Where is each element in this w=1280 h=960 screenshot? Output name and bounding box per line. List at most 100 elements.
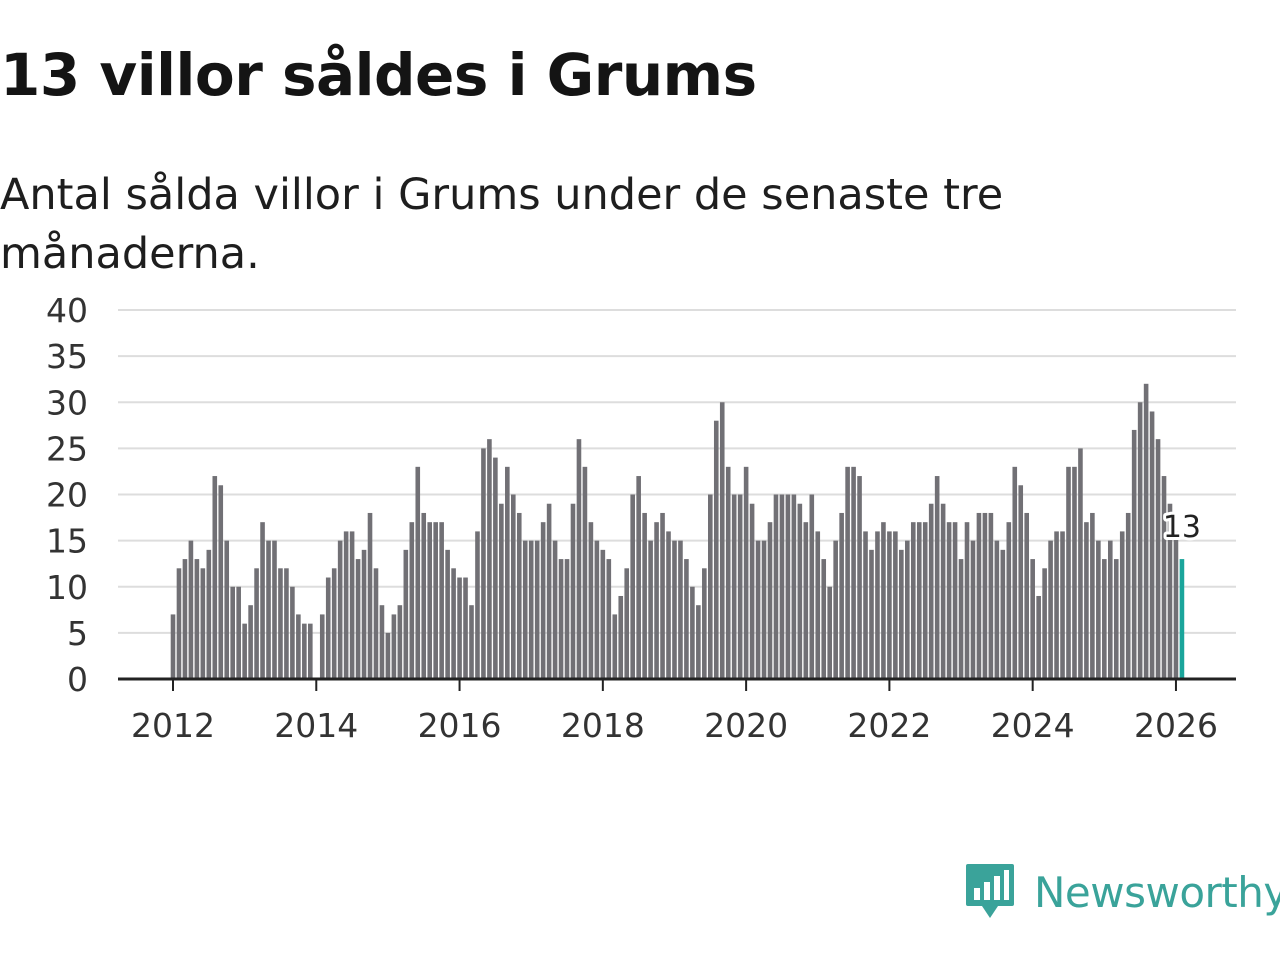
bar bbox=[1155, 439, 1161, 679]
bar bbox=[1030, 559, 1035, 679]
bar bbox=[636, 476, 641, 679]
y-tick-label: 30 bbox=[46, 383, 88, 422]
bar bbox=[713, 420, 719, 679]
bar bbox=[558, 559, 564, 679]
bar bbox=[361, 549, 367, 679]
x-tick-label: 2022 bbox=[847, 706, 931, 745]
bar bbox=[1024, 512, 1030, 679]
bar bbox=[194, 559, 200, 679]
bar bbox=[797, 503, 803, 679]
bar bbox=[809, 494, 815, 679]
bar bbox=[331, 568, 337, 679]
bar bbox=[200, 568, 206, 679]
y-tick-label: 0 bbox=[67, 660, 88, 699]
bar bbox=[355, 559, 361, 679]
bar bbox=[755, 540, 761, 680]
bar bbox=[863, 531, 868, 679]
x-tick-label: 2016 bbox=[418, 706, 502, 745]
bar bbox=[1161, 476, 1167, 679]
bar bbox=[1143, 383, 1149, 679]
bar bbox=[469, 605, 474, 679]
bar bbox=[176, 568, 182, 679]
bar bbox=[791, 494, 797, 679]
bar bbox=[397, 605, 403, 679]
bar bbox=[678, 540, 683, 680]
bar bbox=[815, 531, 821, 679]
bar bbox=[600, 549, 606, 679]
y-tick-label: 35 bbox=[46, 337, 88, 376]
bar bbox=[1173, 531, 1179, 679]
bar bbox=[988, 512, 994, 679]
bars bbox=[170, 383, 1185, 680]
bar bbox=[1066, 466, 1071, 679]
x-tick-label: 2018 bbox=[561, 706, 645, 745]
bar bbox=[272, 540, 277, 680]
bar bbox=[206, 549, 212, 679]
bar bbox=[749, 503, 755, 679]
bar bbox=[785, 494, 791, 679]
y-axis-ticks: 0 5 10 15 20 25 30 35 40 bbox=[46, 291, 88, 699]
bar bbox=[970, 540, 976, 680]
bar bbox=[254, 568, 259, 679]
bar bbox=[887, 531, 892, 679]
y-tick-label: 5 bbox=[67, 614, 88, 653]
bar bbox=[994, 540, 1000, 680]
newsworthy-brand: Newsworthy bbox=[964, 862, 1280, 922]
bar bbox=[684, 559, 689, 679]
y-tick-label: 15 bbox=[46, 522, 88, 561]
bar bbox=[893, 531, 898, 679]
bar bbox=[851, 466, 856, 679]
bar bbox=[1107, 540, 1113, 680]
bar bbox=[337, 540, 343, 680]
bar bbox=[1078, 448, 1083, 680]
bar bbox=[767, 522, 773, 679]
bar bbox=[660, 512, 665, 679]
bar bbox=[916, 522, 922, 679]
bar bbox=[403, 549, 409, 679]
bar bbox=[552, 540, 558, 680]
bar bbox=[690, 586, 695, 679]
bar bbox=[510, 494, 516, 679]
bar-highlight bbox=[1179, 559, 1185, 679]
bar bbox=[528, 540, 534, 680]
bar bbox=[391, 614, 397, 679]
bar bbox=[325, 577, 331, 679]
chart-title: 13 villor såldes i Grums bbox=[0, 41, 757, 109]
x-tick-label: 2026 bbox=[1134, 706, 1218, 745]
bar bbox=[505, 466, 510, 679]
bar bbox=[1060, 531, 1065, 679]
bar bbox=[499, 503, 504, 679]
bar bbox=[260, 522, 265, 679]
bar bbox=[940, 503, 946, 679]
bar bbox=[594, 540, 600, 680]
bar bbox=[1000, 549, 1006, 679]
x-tick-label: 2024 bbox=[991, 706, 1075, 745]
bar bbox=[1048, 540, 1053, 680]
bar bbox=[582, 466, 588, 679]
bar bbox=[248, 605, 253, 679]
brand-name: Newsworthy bbox=[1034, 867, 1280, 917]
bar bbox=[367, 512, 373, 679]
bar bbox=[606, 559, 612, 679]
bar bbox=[236, 586, 241, 679]
bar bbox=[570, 503, 576, 679]
x-tick-label: 2020 bbox=[704, 706, 788, 745]
bar bbox=[1096, 540, 1101, 680]
bar bbox=[445, 549, 450, 679]
bar bbox=[958, 559, 964, 679]
bar bbox=[415, 466, 421, 679]
chart-subtitle: Antal sålda villor i Grums under de sena… bbox=[0, 170, 1004, 279]
bar bbox=[1125, 512, 1131, 679]
bar bbox=[421, 512, 427, 679]
bar bbox=[737, 494, 743, 679]
bar bbox=[964, 522, 970, 679]
bar bbox=[952, 522, 958, 679]
bar bbox=[1018, 485, 1024, 679]
bar bbox=[433, 522, 438, 679]
bar bbox=[666, 531, 671, 679]
bar bbox=[642, 512, 647, 679]
bar bbox=[624, 568, 630, 679]
bar bbox=[296, 614, 301, 679]
bar bbox=[1119, 531, 1125, 679]
x-tick-label: 2014 bbox=[274, 706, 358, 745]
